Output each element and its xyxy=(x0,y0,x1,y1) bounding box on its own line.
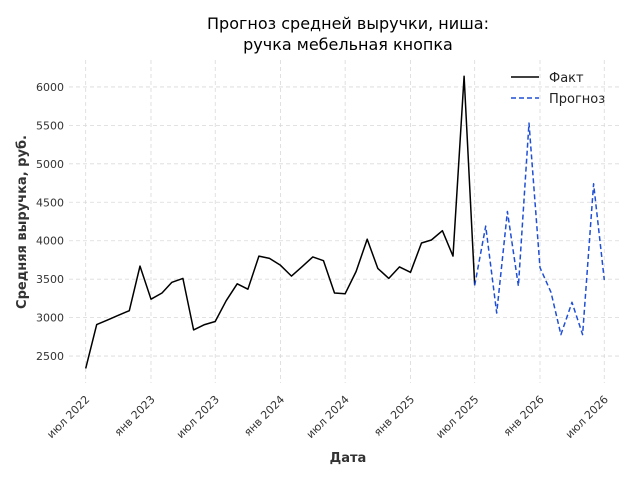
x-axis-ticks: июл 2022 янв 2023 июл 2023 янв 2024 июл 2024… xyxy=(44,393,611,441)
y-tick-label: 6000 xyxy=(36,81,64,94)
chart-title-line-2: ручка мебельная кнопка xyxy=(243,35,453,54)
chart-title-line-1: Прогноз средней выручки, ниша: xyxy=(207,14,489,33)
legend: Факт Прогноз xyxy=(511,71,605,107)
y-axis-label: Средняя выручка, руб. xyxy=(15,135,30,309)
x-tick-label: июл 2026 xyxy=(563,393,611,441)
x-tick-label: янв 2025 xyxy=(371,393,417,439)
y-axis-ticks: 2500 3000 3500 4000 4500 5000 5500 6000 xyxy=(36,81,64,363)
y-tick-label: 5500 xyxy=(36,119,64,132)
series-lines xyxy=(84,75,606,369)
x-tick-label: янв 2026 xyxy=(501,393,547,439)
legend-label-forecast: Прогноз xyxy=(549,92,605,107)
series-line-forecast xyxy=(473,122,606,336)
legend-label-fact: Факт xyxy=(549,71,584,86)
x-tick-label: июл 2025 xyxy=(433,393,481,441)
x-tick-label: июл 2024 xyxy=(304,393,352,441)
y-tick-label: 4000 xyxy=(36,235,64,248)
y-tick-label: 5000 xyxy=(36,158,64,171)
series-line-fact xyxy=(84,75,476,369)
grid xyxy=(69,60,622,383)
y-tick-label: 4500 xyxy=(36,196,64,209)
x-tick-label: янв 2023 xyxy=(112,393,158,439)
x-tick-label: янв 2024 xyxy=(241,393,287,439)
x-tick-label: июл 2023 xyxy=(174,393,222,441)
y-tick-label: 3500 xyxy=(36,273,64,286)
y-tick-label: 3000 xyxy=(36,312,64,325)
x-tick-label: июл 2022 xyxy=(44,393,92,441)
y-tick-label: 2500 xyxy=(36,350,64,363)
x-axis-label: Дата xyxy=(330,451,367,466)
